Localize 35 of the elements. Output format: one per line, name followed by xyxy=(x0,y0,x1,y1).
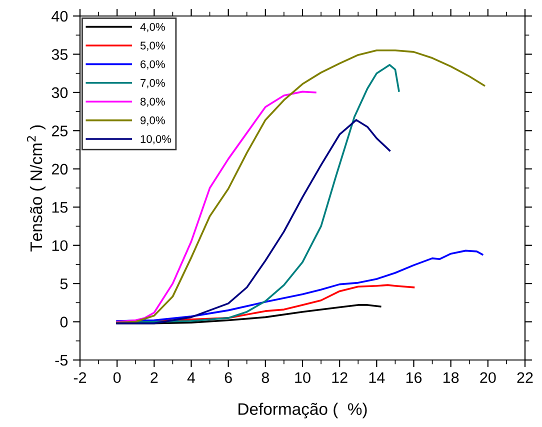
x-tick-label: 10 xyxy=(295,372,310,384)
x-axis-title: Deformação ( %) xyxy=(238,402,367,418)
y-tick-label: 30 xyxy=(52,87,68,98)
legend-label: 8,0% xyxy=(140,98,165,107)
legend-label: 5,0% xyxy=(140,42,165,51)
x-tick-label: -2 xyxy=(74,372,86,383)
x-tick-label: 18 xyxy=(444,372,459,384)
legend-label: 6,0% xyxy=(140,60,165,70)
x-tick-label: 4 xyxy=(187,372,196,383)
x-tick-label: 16 xyxy=(406,372,422,384)
line-series xyxy=(116,250,484,322)
x-tick-label: 2 xyxy=(150,372,158,383)
line-series xyxy=(116,49,486,324)
legend-label: 7,0% xyxy=(140,79,165,88)
y-tick-label: 0 xyxy=(60,316,68,328)
y-tick-label: 20 xyxy=(52,164,68,175)
x-tick-label: 6 xyxy=(224,372,232,384)
legend-label: 4,0% xyxy=(140,22,165,32)
y-tick-label: 35 xyxy=(52,49,68,60)
y-tick-label: 5 xyxy=(60,278,68,290)
x-tick-label: 12 xyxy=(332,372,348,383)
y-tick-label: -5 xyxy=(55,355,68,366)
y-tick-label: 40 xyxy=(52,10,68,22)
line-series xyxy=(116,90,316,323)
y-tick-label: 10 xyxy=(52,240,68,252)
y-axis-title: Tensão ( N/cm$^{2}$ ) xyxy=(26,125,46,252)
legend-label: 10,0% xyxy=(140,135,172,144)
x-tick-label: 22 xyxy=(517,372,533,383)
y-tick-label: 15 xyxy=(52,202,68,213)
x-tick-label: 0 xyxy=(113,372,121,384)
legend-label: 9,0% xyxy=(140,116,165,126)
x-tick-label: 14 xyxy=(369,372,385,383)
x-tick-label: 20 xyxy=(480,372,496,384)
y-tick-label: 25 xyxy=(52,126,68,136)
x-tick-label: 8 xyxy=(262,372,269,384)
